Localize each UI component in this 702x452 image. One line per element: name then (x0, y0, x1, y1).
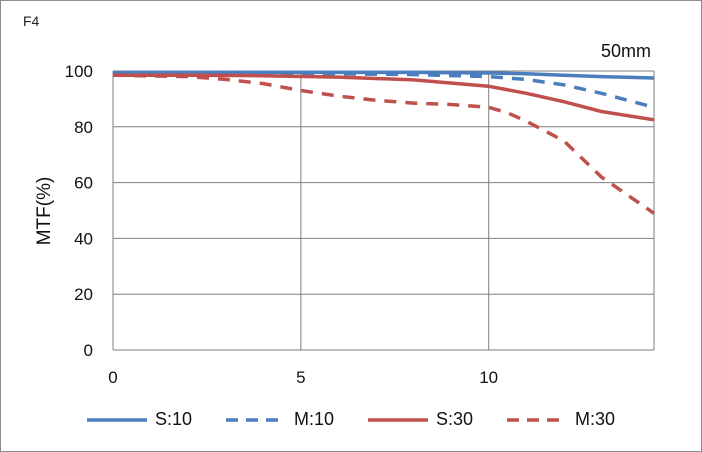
series-line-m30 (112, 73, 655, 215)
legend-swatch-m10 (225, 417, 286, 422)
chart-legend: S:10 M:10 S:30 M:30 (1, 409, 701, 430)
y-tick-label: 20 (74, 285, 93, 304)
legend-swatch-s10 (86, 417, 147, 422)
x-tick-label: 0 (108, 368, 117, 387)
legend-label-s10: S:10 (154, 409, 192, 429)
legend-swatch-s30 (368, 417, 428, 422)
legend-swatch-m30 (507, 417, 568, 422)
y-axis-title: MTF(%) (34, 176, 55, 246)
legend-item-m30: M:30 (507, 409, 615, 430)
legend-item-s10: S:10 (86, 409, 192, 430)
y-tick-label: 100 (65, 62, 93, 81)
y-tick-label: 60 (74, 174, 93, 193)
y-tick-label: 80 (74, 118, 93, 137)
x-tick-label: 10 (479, 368, 498, 387)
series-line-m10 (113, 71, 655, 109)
legend-label-s30: S:30 (436, 409, 474, 429)
legend-item-s30: S:30 (368, 409, 473, 430)
legend-label-m10: M:10 (293, 409, 334, 429)
series-line-s30 (113, 73, 655, 122)
x-tick-label: 5 (296, 368, 305, 387)
aperture-label: F4 (23, 13, 40, 29)
y-tick-label: 0 (84, 341, 93, 360)
legend-item-m10: M:10 (225, 409, 334, 430)
legend-label-m30: M:30 (575, 409, 616, 429)
focal-length-label: 50mm (601, 41, 652, 61)
y-tick-label: 40 (74, 229, 93, 248)
